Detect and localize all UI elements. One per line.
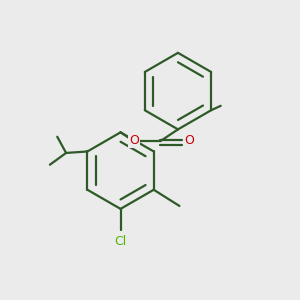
Text: Cl: Cl xyxy=(114,235,127,248)
Text: O: O xyxy=(184,134,194,147)
Text: O: O xyxy=(129,134,139,147)
